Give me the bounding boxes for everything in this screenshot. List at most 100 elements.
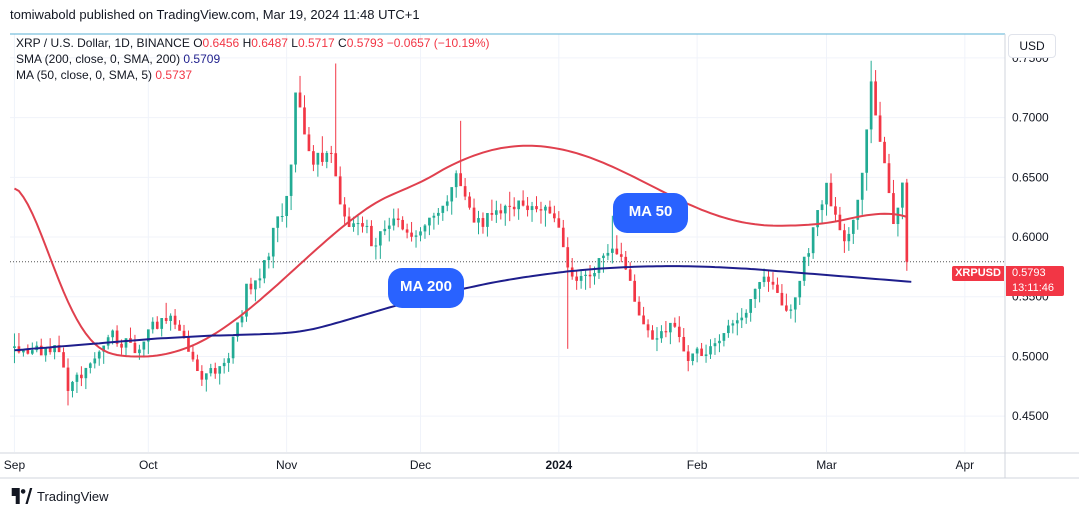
candle-body [289,164,293,196]
candle-body [553,213,556,219]
ohlc-high-value: 0.6487 [251,36,288,50]
candle-body [80,374,83,379]
candle-body [285,195,288,217]
candle-body [392,218,396,226]
time-tick-label: Mar [816,458,837,472]
candle-body [432,215,436,218]
ma50-label: MA (50, close, 0, SMA, 5) [16,68,153,82]
candle-body [227,358,230,363]
last-price-value: 0.5793 [1012,267,1046,279]
ma200-annotation[interactable]: MA 200 [388,268,464,308]
candle-body [120,343,123,348]
candle-body [811,227,815,254]
candle-body [245,283,248,317]
candle-body [686,351,690,361]
candle-body [718,340,721,344]
candle-body [521,200,525,206]
legend-sma200-row[interactable]: SMA (200, close, 0, SMA, 200) 0.5709 [16,51,490,67]
candle-body [454,173,458,188]
candle-body [303,107,306,135]
candle-body [191,351,195,360]
candle-body [785,305,788,311]
candle-body [838,214,842,231]
candle-body [343,204,346,217]
candle-body [423,225,427,232]
candle-body [481,218,485,227]
candle-body [535,206,538,210]
candle-body [124,338,128,348]
symbol-name[interactable]: XRP / U.S. Dollar, 1D, BINANCE [16,36,190,50]
candle-body [695,348,699,354]
candle-body [499,210,503,214]
candle-body [744,312,748,318]
candle-body [276,216,280,228]
candle-body [892,193,895,225]
header-bar: tomiwabold published on TradingView.com,… [0,0,1079,30]
candle-body [410,232,413,237]
candle-body [860,172,864,200]
currency-button[interactable]: USD [1008,34,1056,58]
time-tick-label: Dec [410,458,431,472]
candle-body [642,315,645,325]
sma200-value: 0.5709 [183,52,221,66]
candle-body [802,256,806,281]
legend-ma50-row[interactable]: MA (50, close, 0, SMA, 5) 0.5737 [16,67,490,83]
candle-body [93,358,97,364]
candle-body [517,200,520,210]
candle-body [352,223,355,227]
candle-body [633,280,637,302]
candle-body [869,81,873,130]
candle-body [151,321,155,330]
candle-body [57,345,61,353]
candle-body [762,276,766,283]
candle-body [776,284,779,293]
candle-body [588,274,592,277]
candle-body [548,206,552,214]
candle-body [539,209,543,211]
candle-body [115,330,119,344]
candle-body [767,276,770,282]
candle-body [271,227,275,257]
candle-body [459,173,462,187]
candle-body [749,299,753,313]
candle-body [378,231,382,246]
candle-body [13,346,16,348]
candle-body [526,205,529,211]
candle-body [602,255,605,259]
candle-body [691,353,695,361]
footer-brand[interactable]: TradingView [10,488,109,504]
candle-body [584,274,587,276]
candle-body [53,345,56,353]
candle-body [428,217,431,226]
tradingview-logo-icon [11,488,33,504]
candle-body [164,318,168,321]
candle-body [579,275,583,281]
candle-body [700,348,703,356]
candle-body [851,219,855,234]
candle-body [856,199,860,220]
candle-body [704,354,708,356]
candle-body [887,163,891,194]
candle-body [570,267,574,277]
price-tick-label: 0.7000 [1012,111,1049,125]
price-tick-label: 0.6500 [1012,170,1049,184]
candle-body [753,288,757,300]
ma50-line [13,144,908,358]
price-tick-label: 0.5000 [1012,349,1049,363]
candle-body [146,329,150,342]
price-tick-label: 0.6000 [1012,230,1049,244]
candle-body [370,225,373,247]
candlesticks [13,60,909,406]
candle-body [878,115,882,142]
candle-body [682,336,686,352]
candle-body [508,205,512,207]
ohlc-open-label: O [193,36,203,50]
candle-body [825,182,828,205]
candle-body [213,368,217,374]
candle-body [713,343,717,347]
candle-body [503,205,507,214]
ma50-annotation[interactable]: MA 50 [613,193,688,233]
candle-body [196,359,199,372]
candle-body [820,204,824,211]
